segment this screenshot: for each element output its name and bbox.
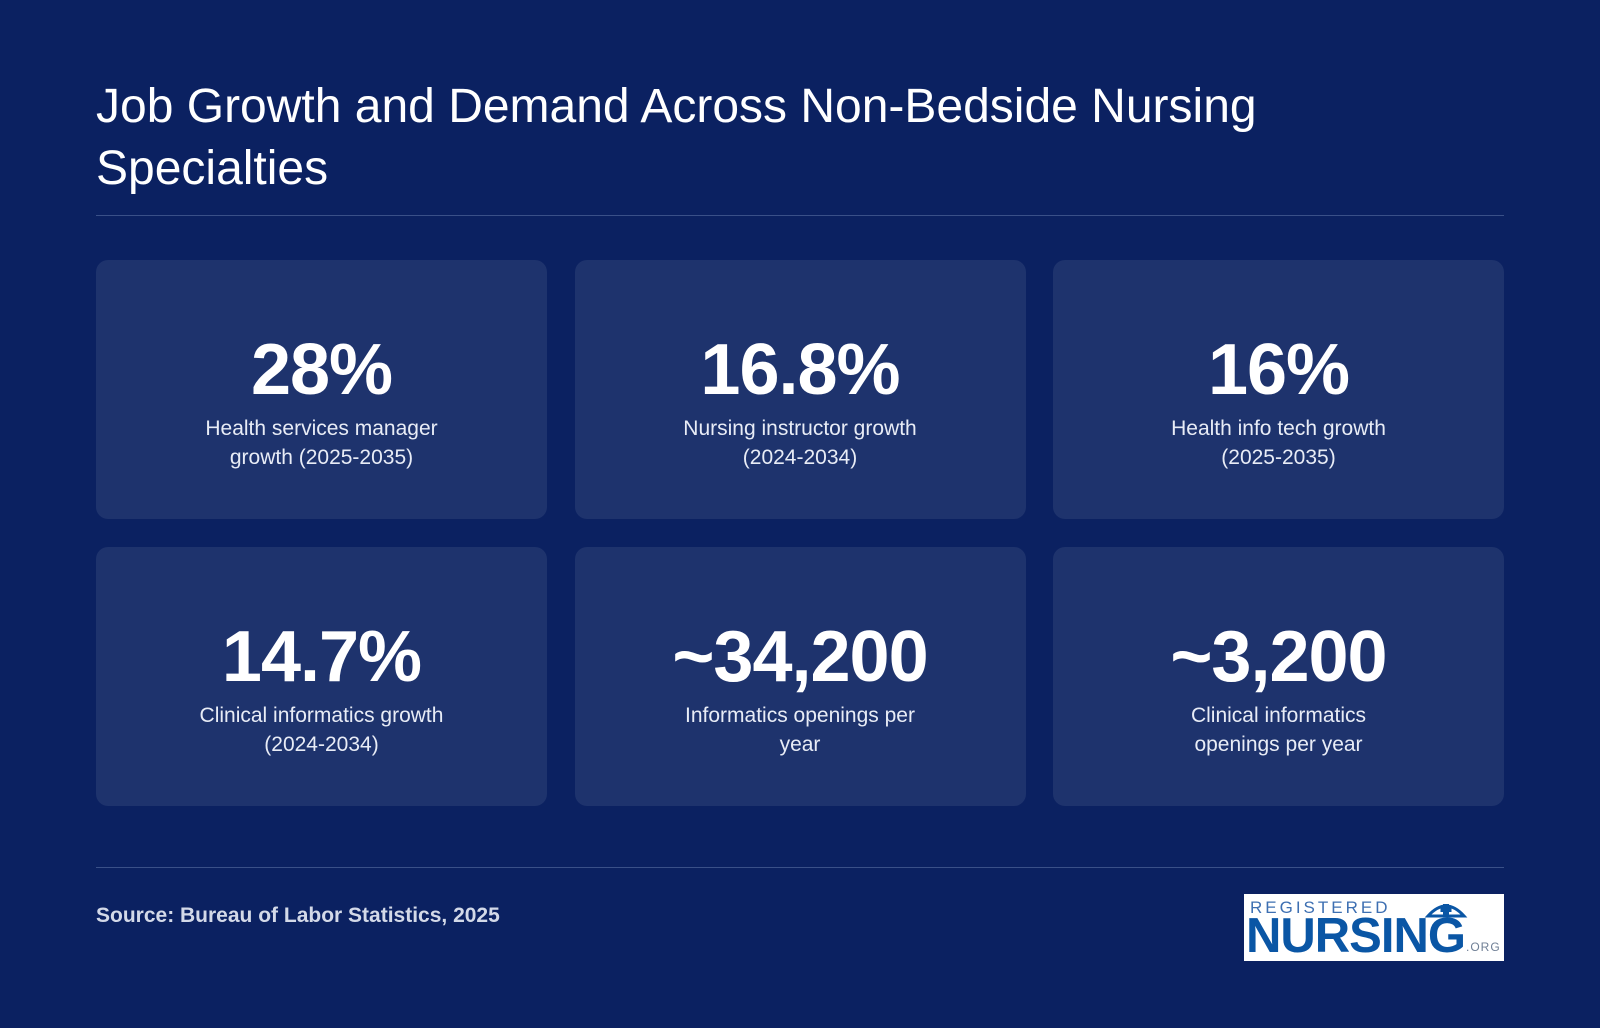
registered-nursing-logo[interactable]: REGISTERED NURSING .ORG [1244, 894, 1504, 961]
page-title: Job Growth and Demand Across Non-Bedside… [96, 80, 1257, 195]
stat-value: ~34,200 [672, 617, 928, 697]
stat-label: Informatics openings per year [685, 704, 915, 756]
stat-card-nursing-instructor: 16.8% Nursing instructor growth (2024-20… [574, 260, 1026, 519]
stat-label: Health services manager growth (2025-203… [205, 417, 438, 469]
stat-label: Clinical informatics growth (2024-2034) [199, 704, 444, 756]
footer-divider [96, 867, 1504, 868]
stat-value: 16.8% [700, 330, 900, 410]
logo-main-text: NURSING [1246, 909, 1466, 961]
stat-value: 28% [250, 330, 393, 410]
stat-card-health-info-tech: 16% Health info tech growth (2025-2035) [1053, 260, 1504, 519]
stats-grid: 28% Health services manager growth (2025… [96, 260, 1504, 806]
stat-card-health-services-manager: 28% Health services manager growth (2025… [96, 260, 547, 519]
stat-value: 16% [1207, 330, 1350, 410]
stat-value: 14.7% [221, 617, 422, 697]
stat-label: Health info tech growth (2025-2035) [1171, 417, 1386, 469]
title-divider [96, 215, 1504, 216]
logo-top-text: REGISTERED [1250, 898, 1391, 917]
source-citation: Source: Bureau of Labor Statistics, 2025 [96, 904, 500, 927]
infographic: Job Growth and Demand Across Non-Bedside… [96, 0, 1504, 1028]
stat-label: Clinical informatics openings per year [1190, 704, 1367, 756]
nurse-cap-icon [1424, 904, 1468, 918]
stat-value: ~3,200 [1170, 617, 1387, 697]
stat-card-informatics-openings: ~34,200 Informatics openings per year [574, 547, 1026, 806]
logo-suffix: .ORG [1466, 940, 1501, 954]
stat-card-clinical-informatics-openings: ~3,200 Clinical informatics openings per… [1053, 547, 1504, 806]
stat-card-clinical-informatics-growth: 14.7% Clinical informatics growth (2024-… [96, 547, 547, 806]
stat-label: Nursing instructor growth (2024-2034) [683, 417, 917, 469]
